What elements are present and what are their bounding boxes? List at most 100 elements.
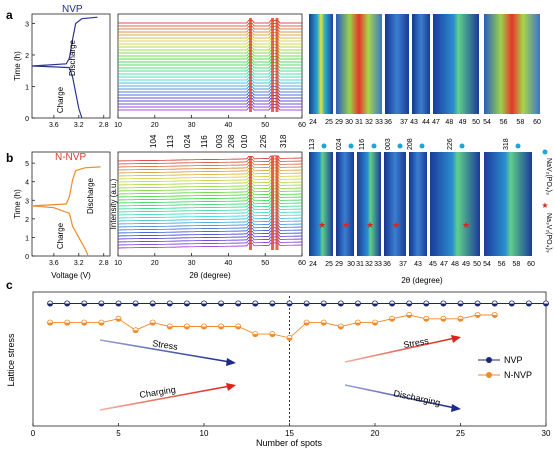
legend-dot-label: NaV₂(PO₄)₃ xyxy=(545,158,552,195)
series-point-fill-1 xyxy=(115,318,122,322)
nav2po4-dot-icon xyxy=(321,143,327,149)
contour-peak-label: 116 xyxy=(359,139,366,150)
xrd-xtick-label: 60 xyxy=(298,122,306,129)
stress-arrow-left xyxy=(99,339,231,363)
xrd-peak-label: 226 xyxy=(259,134,268,148)
series-point-fill-0 xyxy=(269,303,275,307)
star-icon: ★ xyxy=(462,220,470,230)
gcd-xtick-label: 3.2 xyxy=(74,122,84,129)
gcd-ytick-label: 3 xyxy=(25,21,29,28)
series-point-fill-1 xyxy=(98,322,104,326)
series-point-fill-1 xyxy=(47,322,53,326)
contour-tick-label: 37 xyxy=(400,119,408,126)
xrd-xtick-label: 20 xyxy=(151,260,159,267)
c-xtick-label: 10 xyxy=(200,429,209,438)
gcd-ytick-label: 3 xyxy=(25,198,29,205)
xrd-pattern xyxy=(118,155,302,162)
contour-tick-label: 50 xyxy=(472,119,480,126)
contour-tick-label: 25 xyxy=(325,119,333,126)
panel-c-legend: NVP N-NVP xyxy=(478,355,532,380)
gcd-ytick-label: 2 xyxy=(25,217,29,224)
contour-peak-label: 113 xyxy=(309,139,316,150)
xrd-pattern xyxy=(118,92,302,96)
xrd-pattern xyxy=(118,83,302,87)
series-point-fill-1 xyxy=(321,322,327,326)
contour-tick-label: 33 xyxy=(374,261,382,268)
xrd-peak-label: 003 xyxy=(215,134,224,148)
contour-tick-label: 36 xyxy=(384,119,392,126)
contour-tick-label: 58 xyxy=(512,261,520,268)
xrd-xtick-label: 10 xyxy=(114,122,122,129)
contour-peak-label: 024 xyxy=(336,138,343,150)
charging-arrow-head xyxy=(226,383,236,391)
contour-tick-label: 56 xyxy=(498,261,506,268)
contour-tick-label: 31 xyxy=(356,261,364,268)
xrd-pattern xyxy=(118,77,302,81)
series-point-fill-1 xyxy=(269,334,275,337)
series-point-fill-0 xyxy=(406,303,412,307)
xrd-xtick-label: 50 xyxy=(261,122,269,129)
nav2po4-dot-icon xyxy=(419,143,425,149)
series-point-fill-1 xyxy=(457,318,464,322)
nav2po4-dot-icon xyxy=(371,143,377,149)
panel-b-letter: b xyxy=(6,151,13,165)
contour-peak-label: 208 xyxy=(407,138,414,150)
gcd-xtick-label: 2.8 xyxy=(99,260,109,267)
nav2po4-dot-icon xyxy=(397,143,403,149)
xrd-xtick-label: 30 xyxy=(188,122,196,129)
contour-tick-label: 50 xyxy=(473,261,481,268)
xrd-peak-band xyxy=(271,156,275,250)
legend-star-label: Na₃V₂(PO₄)₃ xyxy=(545,213,552,253)
series-point-fill-0 xyxy=(321,303,327,307)
xrd-xtick-label: 40 xyxy=(225,122,233,129)
series-point-fill-1 xyxy=(184,326,190,330)
xrd-pattern xyxy=(118,89,302,93)
contour-b-4 xyxy=(384,152,406,256)
series-point-fill-0 xyxy=(304,303,310,307)
discharging-arrow xyxy=(344,384,456,409)
panel-a-gcd-ylabel: Time (h) xyxy=(13,51,22,81)
xrd-peak-label: 318 xyxy=(279,134,288,148)
contour-b-1 xyxy=(309,152,333,256)
contour-tick-label: 30 xyxy=(345,119,353,126)
series-point-fill-0 xyxy=(167,303,173,307)
contour-tick-label: 47 xyxy=(432,119,440,126)
gcd-xtick-label: 3.6 xyxy=(49,122,59,129)
c-xtick-label: 15 xyxy=(285,429,294,438)
series-point-fill-1 xyxy=(423,318,429,322)
xrd-xtick-label: 40 xyxy=(225,260,233,267)
panel-b-sample-label: N-NVP xyxy=(55,152,86,163)
xrd-peak-band xyxy=(271,18,275,112)
series-point-fill-1 xyxy=(475,315,481,318)
panel-b-contour-xlabel: 2θ (degree) xyxy=(401,276,443,285)
panel-b-gcd-curve xyxy=(31,166,101,257)
gcd-xtick-label: 3.6 xyxy=(49,260,59,267)
series-point-fill-1 xyxy=(492,315,498,318)
contour-tick-label: 29 xyxy=(335,119,343,126)
contour-a-4 xyxy=(412,14,430,114)
stress-arrow-right xyxy=(344,337,456,363)
stress-label-right: Stress xyxy=(403,336,430,350)
contour-b-2 xyxy=(336,152,354,256)
panel-b-discharge-label: Discharge xyxy=(86,177,95,214)
xrd-pattern xyxy=(118,50,302,54)
contour-tick-label: 30 xyxy=(347,261,355,268)
contour-tick-label: 43 xyxy=(410,119,418,126)
series-point-fill-1 xyxy=(252,334,258,337)
panel-a-letter: a xyxy=(6,8,13,22)
xrd-xtick-label: 30 xyxy=(188,260,196,267)
series-point-fill-1 xyxy=(355,322,361,326)
contour-tick-label: 54 xyxy=(483,261,491,268)
xrd-peak-band xyxy=(275,18,279,112)
stress-arrow-right-head xyxy=(451,335,461,343)
stress-label-left: Stress xyxy=(152,338,179,352)
xrd-peak-label: 208 xyxy=(227,134,236,148)
contour-tick-label: 32 xyxy=(365,119,373,126)
contour-b-5 xyxy=(409,152,427,256)
contour-tick-label: 24 xyxy=(309,261,317,268)
contour-b-6 xyxy=(430,152,480,256)
panel-a-contour-maps: 24 25 29 30 31 32 33 36 37 43 44 47 48 49 50 54 56 58 60 xyxy=(309,14,541,126)
series-point-fill-0 xyxy=(475,303,481,307)
star-icon: ★ xyxy=(342,220,350,230)
